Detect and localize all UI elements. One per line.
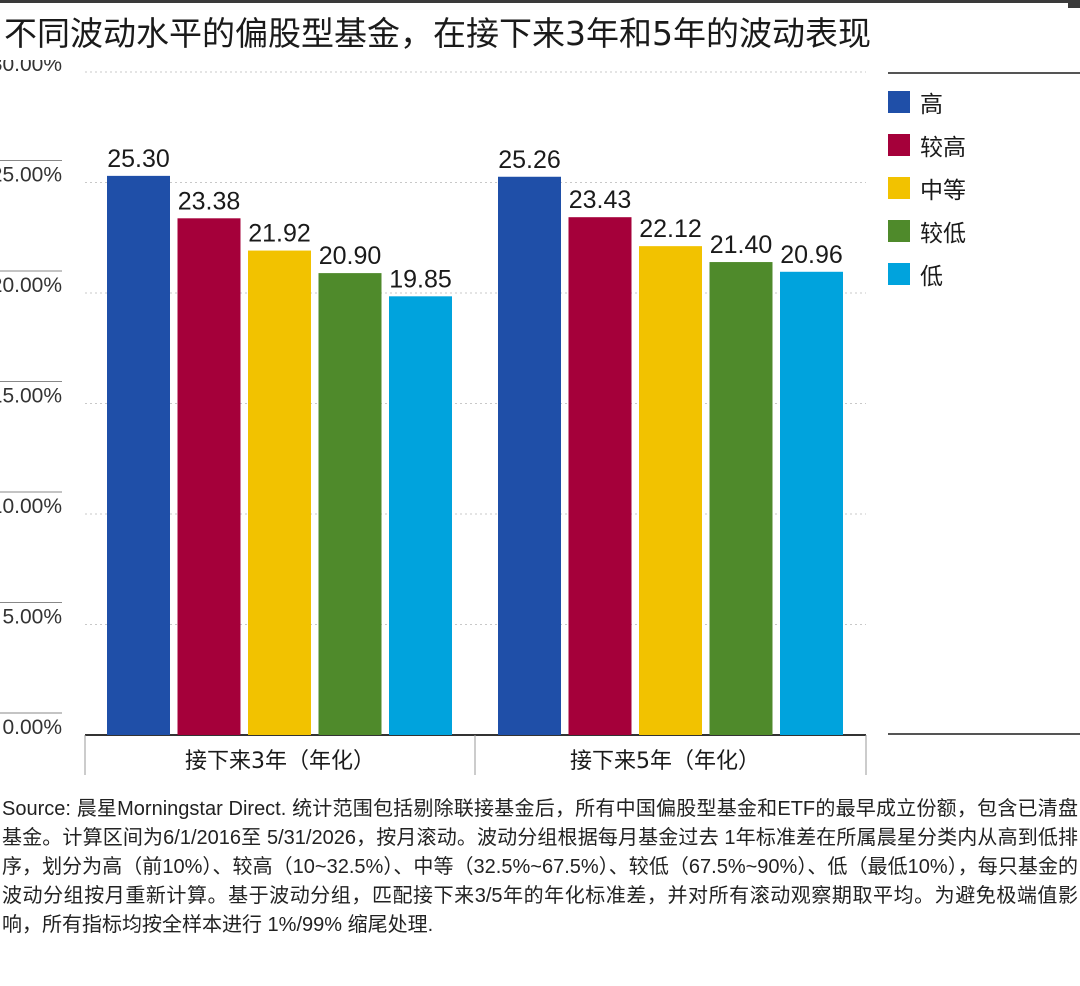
top-rule-end bbox=[1068, 0, 1080, 8]
bar bbox=[639, 246, 702, 735]
legend-label-mid-high: 较高 bbox=[920, 134, 966, 161]
x-category-label: 接下来3年（年化） bbox=[185, 749, 375, 774]
data-label: 19.85 bbox=[389, 265, 452, 293]
data-label: 20.96 bbox=[780, 241, 843, 269]
legend-item-mid: 中等 bbox=[888, 166, 1073, 209]
y-tick-label: 20.00% bbox=[0, 274, 62, 297]
y-tick-label: 25.00% bbox=[0, 164, 62, 187]
y-tick-label: 5.00% bbox=[2, 606, 62, 629]
legend-swatch-high bbox=[888, 90, 910, 113]
source-footnote: Source: 晨星Morningstar Direct. 统计范围包括剔除联接… bbox=[2, 798, 1078, 936]
legend-swatch-mid bbox=[888, 176, 910, 199]
bar bbox=[318, 273, 382, 735]
legend-item-low: 低 bbox=[888, 252, 1073, 295]
legend-item-mid-high: 较高 bbox=[888, 123, 1073, 166]
legend-swatch-mid-low bbox=[888, 219, 910, 242]
legend-label-mid: 中等 bbox=[920, 177, 966, 204]
data-label: 22.12 bbox=[639, 215, 702, 243]
data-label: 21.92 bbox=[248, 220, 311, 248]
bar-chart: 0.00% 5.00% 10.00% 15.00% 20.00% 25.00% 30.00%… bbox=[0, 60, 867, 775]
y-tick-label: 0.00% bbox=[2, 716, 62, 739]
data-label: 20.90 bbox=[319, 242, 382, 270]
data-label: 25.26 bbox=[498, 146, 561, 174]
y-tick-label: 30.00% bbox=[0, 60, 62, 76]
top-rule bbox=[0, 0, 1080, 3]
data-label: 25.30 bbox=[107, 145, 170, 173]
legend-bottom-rule bbox=[888, 733, 1080, 735]
legend-top-rule bbox=[888, 72, 1080, 74]
bar bbox=[389, 296, 452, 735]
bar bbox=[177, 218, 241, 735]
legend-swatch-mid-high bbox=[888, 133, 910, 156]
legend-swatch-low bbox=[888, 262, 910, 285]
bar bbox=[498, 176, 561, 735]
data-label: 23.43 bbox=[569, 186, 632, 214]
y-tick-label: 10.00% bbox=[0, 495, 62, 518]
y-tick-label: 15.00% bbox=[0, 385, 62, 408]
legend-label-high: 高 bbox=[920, 91, 943, 118]
chart-title: 不同波动水平的偏股型基金，在接下来3年和5年的波动表现 bbox=[4, 14, 871, 53]
bar bbox=[248, 250, 311, 735]
legend-item-mid-low: 较低 bbox=[888, 209, 1073, 252]
legend-label-low: 低 bbox=[920, 263, 943, 290]
bar bbox=[709, 262, 773, 735]
bar bbox=[107, 175, 170, 735]
bar bbox=[780, 271, 843, 735]
legend: 高 较高 中等 较低 低 bbox=[888, 80, 1073, 295]
bar bbox=[568, 217, 632, 735]
legend-label-mid-low: 较低 bbox=[920, 220, 966, 247]
legend-item-high: 高 bbox=[888, 80, 1073, 123]
data-label: 23.38 bbox=[178, 187, 241, 215]
x-category-label: 接下来5年（年化） bbox=[570, 749, 760, 774]
data-label: 21.40 bbox=[710, 231, 773, 259]
